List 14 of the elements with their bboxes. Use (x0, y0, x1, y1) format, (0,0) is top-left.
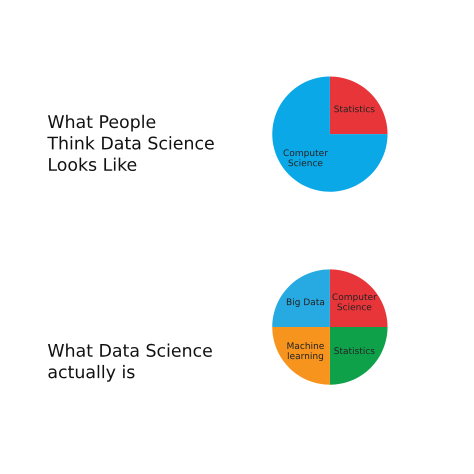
pie-slice (272, 76, 388, 192)
pie-slice (272, 327, 330, 385)
slice-label: Computer Science (332, 293, 377, 310)
text: What People Think Data Science Looks Like (47, 114, 214, 172)
slice-label: Big Data (286, 298, 324, 307)
slice-label: Machine learning (287, 342, 324, 361)
pie-slice (330, 327, 388, 385)
pie-slice (330, 269, 388, 328)
slice-label: Statistics (334, 347, 375, 354)
text: What Data Science actually is (48, 344, 212, 382)
slice-label: Statistics (334, 105, 375, 112)
pie-slice (330, 76, 388, 134)
pie-slice (272, 269, 330, 328)
slice-label: Computer Science (284, 149, 328, 166)
